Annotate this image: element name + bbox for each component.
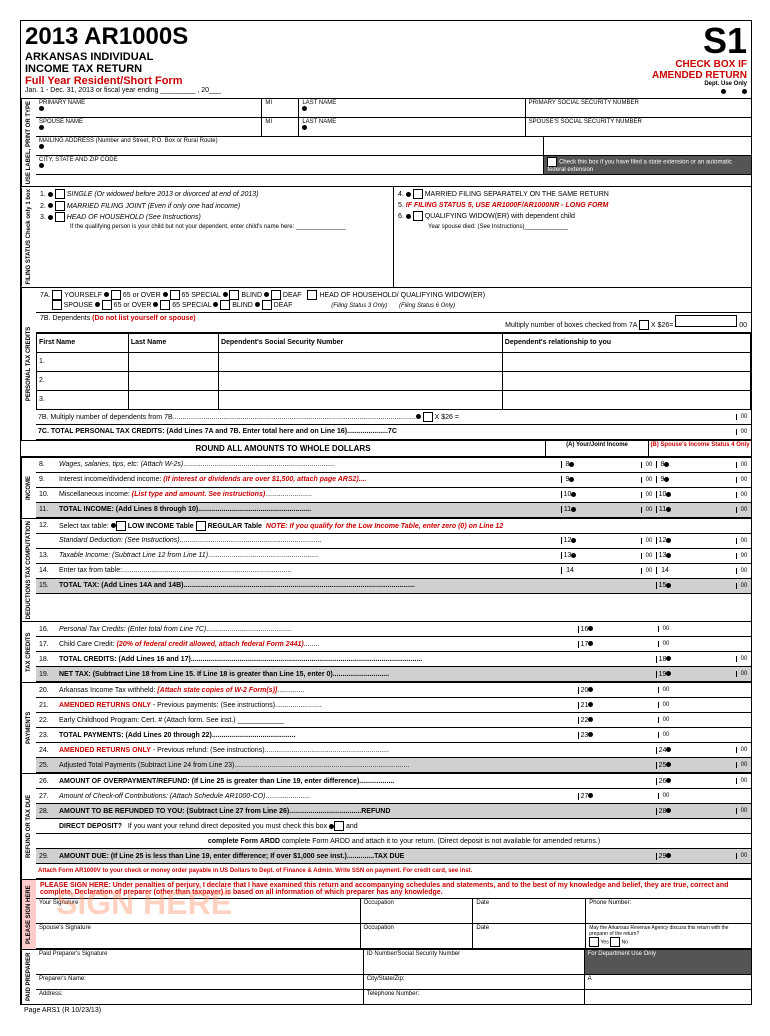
- tax-credits-section: PERSONAL TAX CREDITS 7A. YOURSELF 65 or …: [21, 287, 751, 440]
- yourself-checkbox[interactable]: [52, 290, 62, 300]
- 65special-checkbox[interactable]: [170, 290, 180, 300]
- preparer-name-row[interactable]: Preparer's Name: City/State/Zip: A: [36, 975, 751, 990]
- filing-opt-4[interactable]: 4. MARRIED FILING SEPARATELY ON THE SAME…: [398, 189, 747, 200]
- subtitle-1: ARKANSAS INDIVIDUAL: [25, 51, 221, 63]
- line-28: 28.AMOUNT TO BE REFUNDED TO YOU: (Subtra…: [36, 804, 751, 819]
- deductions-section: DEDUCTIONS TAX COMPUTATION 12.Select tax…: [21, 518, 751, 621]
- line-21[interactable]: 21.AMENDED RETURNS ONLY - Previous payme…: [36, 698, 751, 713]
- direct-deposit[interactable]: DIRECT DEPOSIT? If you want your refund …: [36, 819, 751, 834]
- primary-ssn-field[interactable]: PRIMARY SOCIAL SECURITY NUMBER: [526, 99, 751, 117]
- dependents-table: First NameLast NameDependent's Social Se…: [36, 333, 751, 410]
- page-footer: Page ARS1 (R 10/23/13): [20, 1005, 750, 1016]
- line-29-attach: Attach Form AR1000V to your check or mon…: [36, 864, 751, 879]
- last-name-field[interactable]: LAST NAME: [299, 99, 525, 117]
- dept-use: Dept. Use Only: [652, 81, 747, 87]
- dot-icon: [742, 89, 747, 94]
- dependent-row[interactable]: 3.: [37, 390, 751, 409]
- line-7a: 7A. YOURSELF 65 or OVER 65 SPECIAL BLIND…: [36, 288, 751, 313]
- income-header: ROUND ALL AMOUNTS TO WHOLE DOLLARS (A) Y…: [21, 440, 751, 457]
- filing-opt-3[interactable]: 3. HEAD OF HOUSEHOLD (See Instructions): [40, 212, 389, 223]
- dot-icon: [721, 89, 726, 94]
- dependent-row[interactable]: 2.: [37, 371, 751, 390]
- use-label-vlabel: USE LABEL, PRINT OR TYPE: [21, 99, 36, 186]
- line-15: 15.TOTAL TAX: (Add Lines 14A and 14B)...…: [36, 579, 751, 594]
- line-24[interactable]: 24.AMENDED RETURNS ONLY - Previous refun…: [36, 743, 751, 758]
- ssn-blank: [544, 137, 751, 155]
- direct-deposit-2: complete Form ARDD complete Form ARDD an…: [36, 834, 751, 849]
- spouse-last-field[interactable]: LAST NAME: [299, 118, 525, 136]
- name-section: USE LABEL, PRINT OR TYPE PRIMARY NAME MI…: [21, 98, 751, 186]
- line-12-sd[interactable]: Standard Deduction: (See Instructions)..…: [36, 534, 751, 549]
- mi-field[interactable]: MI: [262, 99, 299, 117]
- line-8[interactable]: 8.Wages, salaries, tips, etc: (Attach W-…: [36, 458, 751, 473]
- line-13[interactable]: 13.Taxable Income: (Subtract Line 12 fro…: [36, 549, 751, 564]
- line-7b-header: 7B. Dependents (Do not list yourself or …: [36, 313, 751, 333]
- extension-checkbox[interactable]: Check this box if you have filed a state…: [544, 156, 751, 174]
- line-20[interactable]: 20.Arkansas Income Tax withheld: [Attach…: [36, 683, 751, 698]
- line-10[interactable]: 10.Miscellaneous income: (List type and …: [36, 488, 751, 503]
- hoh-checkbox[interactable]: [307, 290, 317, 300]
- spouse-mi-field[interactable]: MI: [262, 118, 299, 136]
- sign-section: PLEASE SIGN HERE PLEASE SIGN HERE: Under…: [21, 879, 751, 949]
- line-26: 26.AMOUNT OF OVERPAYMENT/REFUND: (If Lin…: [36, 774, 751, 789]
- tax-form: 2013 AR1000S ARKANSAS INDIVIDUAL INCOME …: [20, 20, 752, 1005]
- filing-opt-6b: Year spouse died: (See Instructions)____…: [398, 223, 747, 232]
- spouse-ssn-field[interactable]: SPOUSE'S SOCIAL SECURITY NUMBER: [526, 118, 751, 136]
- fiscal-year: Jan. 1 - Dec. 31, 2013 or fiscal year en…: [25, 87, 221, 94]
- line-14[interactable]: 14.Enter tax from table:................…: [36, 564, 751, 579]
- spouse-signature-row[interactable]: Spouse's Signature Occupation Date May t…: [36, 924, 751, 949]
- amended-label: AMENDED RETURN: [652, 70, 747, 81]
- line-25: 25.Adjusted Total Payments (Subtract Lin…: [36, 758, 751, 773]
- 65over-checkbox[interactable]: [111, 290, 121, 300]
- tax-credits-vlabel: PERSONAL TAX CREDITS: [21, 288, 36, 440]
- income-section: INCOME 8.Wages, salaries, tips, etc: (At…: [21, 457, 751, 518]
- filing-opt-1[interactable]: 1. SINGLE (Or widowed before 2013 or div…: [40, 189, 389, 200]
- form-s1: S1: [652, 23, 747, 59]
- dependent-row[interactable]: 1.: [37, 352, 751, 371]
- filing-status-section: FILING STATUS Check only 1 box 1. SINGLE…: [21, 186, 751, 286]
- line-23: 23.TOTAL PAYMENTS: (Add Lines 20 through…: [36, 728, 751, 743]
- perjury-statement: PLEASE SIGN HERE: Under penalties of per…: [36, 880, 751, 899]
- form-title: 2013 AR1000S: [25, 23, 221, 51]
- line-9[interactable]: 9.Interest income/dividend income: (If i…: [36, 473, 751, 488]
- payments-section: PAYMENTS 20.Arkansas Income Tax withheld…: [21, 682, 751, 773]
- line-27[interactable]: 27.Amount of Check-off Contributions: (A…: [36, 789, 751, 804]
- form-red-subtitle: Full Year Resident/Short Form: [25, 75, 221, 87]
- filing-opt-3b: If the qualifying person is your child b…: [40, 223, 389, 232]
- line-18: 18.TOTAL CREDITS: (Add Lines 16 and 17).…: [36, 652, 751, 667]
- line-22[interactable]: 22.Early Childhood Program: Cert. # (Att…: [36, 713, 751, 728]
- preparer-address-row[interactable]: Address: Telephone Number:: [36, 990, 751, 1004]
- primary-name-field[interactable]: PRIMARY NAME: [36, 99, 262, 117]
- line-7c: 7C. TOTAL PERSONAL TAX CREDITS: (Add Lin…: [36, 425, 751, 440]
- line-19: 19.NET TAX: (Subtract Line 18 from Line …: [36, 667, 751, 682]
- tax-credits-lines: TAX CREDITS 16.Personal Tax Credits: (En…: [21, 621, 751, 682]
- refund-section: REFUND OR TAX DUE 26.AMOUNT OF OVERPAYME…: [21, 773, 751, 879]
- filing-opt-5: 5. IF FILING STATUS 5, USE AR1000F/AR100…: [398, 201, 747, 212]
- filing-status-vlabel: FILING STATUS Check only 1 box: [21, 187, 36, 286]
- check-box-label: CHECK BOX IF: [652, 59, 747, 70]
- line-11: 11.TOTAL INCOME: (Add Lines 8 through 10…: [36, 503, 751, 518]
- preparer-signature-row[interactable]: Paid Preparer's Signature ID Number/Soci…: [36, 950, 751, 975]
- filing-opt-2[interactable]: 2. MARRIED FILING JOINT (Even if only on…: [40, 201, 389, 212]
- blind-checkbox[interactable]: [229, 290, 239, 300]
- line-12[interactable]: 12.Select tax table: LOW INCOME Table RE…: [36, 519, 751, 534]
- filing-opt-6[interactable]: 6. QUALIFYING WIDOW(ER) with dependent c…: [398, 211, 747, 222]
- preparer-section: PAID PREPARER Paid Preparer's Signature …: [21, 949, 751, 1004]
- line-17[interactable]: 17.Child Care Credit: (20% of federal cr…: [36, 637, 751, 652]
- form-header: 2013 AR1000S ARKANSAS INDIVIDUAL INCOME …: [21, 21, 751, 98]
- mailing-address-field[interactable]: MAILING ADDRESS (Number and Street, P.O.…: [36, 137, 544, 155]
- line-16[interactable]: 16.Personal Tax Credits: (Enter total fr…: [36, 622, 751, 637]
- subtitle-2: INCOME TAX RETURN: [25, 63, 221, 75]
- spouse-checkbox[interactable]: [52, 300, 62, 310]
- line-29: 29.AMOUNT DUE: (If Line 25 is less than …: [36, 849, 751, 864]
- deaf-checkbox[interactable]: [271, 290, 281, 300]
- line-7b-mult: 7B. Multiply number of dependents from 7…: [36, 410, 751, 425]
- your-signature-row[interactable]: Your Signature Occupation Date Phone Num…: [36, 899, 751, 924]
- spouse-name-field[interactable]: SPOUSE NAME: [36, 118, 262, 136]
- city-state-zip-field[interactable]: CITY, STATE AND ZIP CODE: [36, 156, 544, 174]
